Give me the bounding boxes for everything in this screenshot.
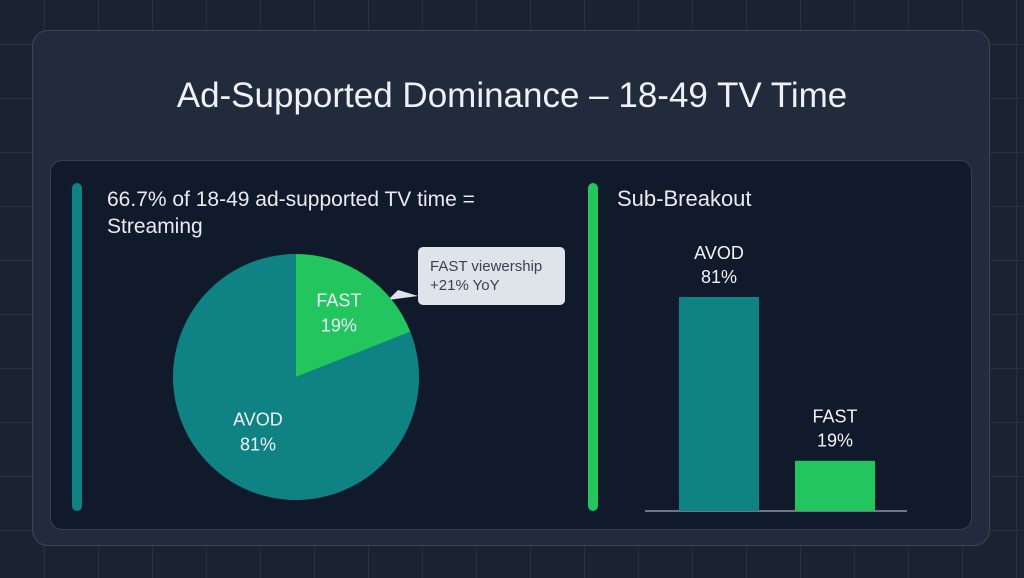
slice-label: AVOD [233, 410, 283, 430]
pie-slice [296, 254, 411, 377]
slice-value-label: 81% [240, 435, 276, 455]
bar-value-label: 19% [817, 431, 853, 451]
bar-value-label: 81% [701, 267, 737, 287]
bar [679, 297, 759, 511]
annotation-line: +21% YoY [430, 277, 500, 294]
page-title: Ad-Supported Dominance – 18-49 TV Time [176, 76, 848, 115]
accent-bar [72, 183, 82, 511]
annotation-line: FAST viewership [430, 258, 543, 275]
bar [795, 460, 875, 511]
annotation: FAST viewership +21% YoY [418, 247, 565, 305]
chart-title: 66.7% of 18-49 ad-supported TV time = St… [107, 188, 475, 238]
callout-pointer [388, 290, 418, 300]
chart-title: Sub-Breakout [617, 186, 752, 211]
bar-category-label: FAST [812, 407, 857, 427]
accent-bar [588, 183, 598, 511]
bar-category-label: AVOD [694, 243, 744, 263]
slice-label: FAST [316, 291, 361, 311]
slice-value-label: 19% [321, 316, 357, 336]
